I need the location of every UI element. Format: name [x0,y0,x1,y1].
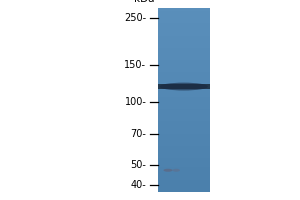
Bar [158,45,210,48]
Bar [158,152,210,155]
Bar [158,143,210,146]
Bar [158,85,210,88]
Bar [158,20,210,23]
Bar [158,183,210,186]
Ellipse shape [172,169,180,172]
Bar [158,23,210,26]
Bar [158,167,210,171]
Bar [158,82,210,85]
Bar [158,158,210,161]
Bar [158,91,210,94]
Text: 150-: 150- [124,60,146,70]
Bar [158,134,210,137]
Bar [158,121,210,125]
Bar [158,155,210,158]
Text: 70-: 70- [130,129,146,139]
Bar [158,51,210,54]
Bar [158,75,210,79]
Bar [158,180,210,183]
Text: 50-: 50- [130,160,146,170]
Bar [158,8,210,11]
Bar [158,48,210,51]
Bar [158,97,210,100]
Bar [158,94,210,97]
Bar [158,60,210,63]
Bar [158,100,210,103]
Bar [158,39,210,42]
Bar [158,146,210,149]
Text: 100-: 100- [124,97,146,107]
Bar [158,118,210,121]
Bar [158,11,210,14]
Bar [158,14,210,17]
Bar [158,42,210,45]
Text: 250-: 250- [124,13,146,23]
Bar [158,189,210,192]
Bar [158,66,210,69]
Bar [158,88,210,91]
Text: kDa: kDa [134,0,154,4]
Bar [158,109,210,112]
Bar [158,177,210,180]
Bar [158,131,210,134]
Bar [158,33,210,36]
Bar [158,115,210,118]
Bar [158,140,210,143]
Bar [158,128,210,131]
Ellipse shape [164,169,172,172]
Bar [158,29,210,33]
Bar [158,63,210,66]
Bar [158,125,210,128]
Bar [158,137,210,140]
Bar [158,186,210,189]
Bar [158,164,210,167]
Bar [158,36,210,39]
Bar [158,171,210,174]
Bar [158,72,210,75]
Bar [158,26,210,29]
Bar [158,57,210,60]
Bar [158,84,210,89]
Bar [158,106,210,109]
Bar [158,69,210,72]
Ellipse shape [160,83,208,90]
Bar [158,54,210,57]
Bar [158,161,210,164]
Bar [158,112,210,115]
Bar [158,149,210,152]
Bar [158,79,210,82]
Bar [158,8,210,192]
Bar [158,174,210,177]
Bar [158,17,210,20]
Text: 40-: 40- [131,180,146,190]
Bar [158,103,210,106]
